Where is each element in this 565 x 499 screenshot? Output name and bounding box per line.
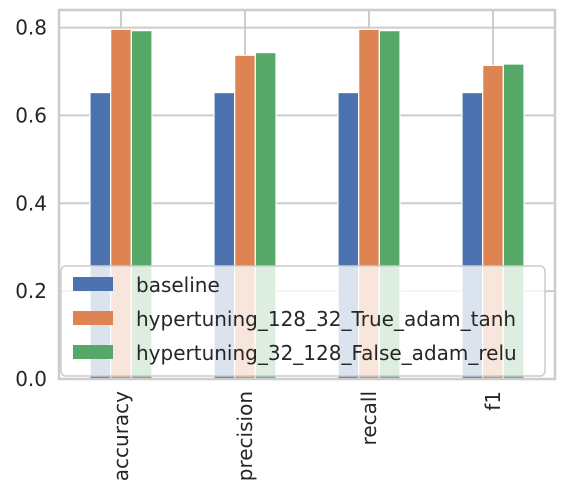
y-tick-label: 0.2 <box>15 279 47 303</box>
legend-swatch-2 <box>73 345 113 359</box>
legend-label-2: hypertuning_32_128_False_adam_relu <box>136 341 517 365</box>
y-axis: 0.0 0.2 0.4 0.6 0.8 <box>15 16 47 391</box>
x-tick-label-precision: precision <box>233 391 257 481</box>
x-tick-label-recall: recall <box>357 391 381 445</box>
legend-box <box>60 265 546 377</box>
x-axis: accuracy precision recall f1 <box>109 391 505 481</box>
y-tick-label: 0.0 <box>15 367 47 391</box>
legend: baseline hypertuning_128_32_True_adam_tan… <box>60 265 546 377</box>
plot-frame <box>57 8 557 381</box>
x-tick-label-f1: f1 <box>481 391 505 411</box>
legend-swatch-1 <box>73 311 113 325</box>
y-tick-label: 0.4 <box>15 191 47 215</box>
y-tick-label: 0.8 <box>15 16 47 40</box>
y-tick-label: 0.6 <box>15 103 47 127</box>
x-tick-label-accuracy: accuracy <box>109 391 133 481</box>
legend-label-1: hypertuning_128_32_True_adam_tanh <box>136 307 516 331</box>
legend-label-0: baseline <box>136 273 220 297</box>
legend-swatch-0 <box>73 277 113 291</box>
